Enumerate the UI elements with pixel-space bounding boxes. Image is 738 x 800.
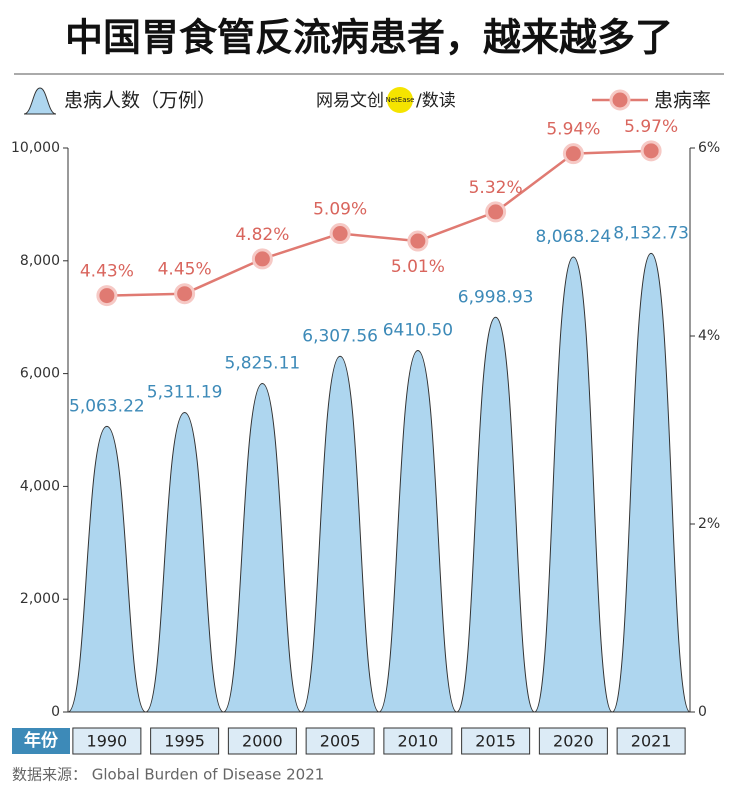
x-tick-label: 1990 bbox=[87, 732, 128, 751]
x-axis-label: 年份 bbox=[24, 730, 59, 751]
y-tick-label: 2,000 bbox=[20, 591, 60, 607]
bar-value-label: 5,825.11 bbox=[225, 353, 301, 373]
x-tick-box bbox=[72, 727, 142, 755]
bar bbox=[67, 425, 147, 713]
y2-tick-label: 6% bbox=[698, 140, 720, 156]
bar-value-label: 8,132.73 bbox=[613, 223, 689, 243]
line-marker bbox=[640, 140, 662, 162]
legend-label: 患病率 bbox=[654, 90, 711, 112]
line-marker bbox=[251, 248, 273, 270]
bar bbox=[611, 252, 691, 713]
line-marker bbox=[485, 201, 507, 223]
line-value-label: 5.32% bbox=[469, 178, 523, 198]
bar bbox=[145, 411, 224, 713]
x-tick-box bbox=[150, 727, 220, 755]
bar-value-label: 8,068.24 bbox=[536, 227, 612, 247]
y2-tick-label: 2% bbox=[698, 516, 720, 532]
y-tick-label: 10,000 bbox=[11, 140, 60, 156]
bar-value-label: 5,311.19 bbox=[147, 382, 223, 402]
logo-column: /数读 bbox=[416, 91, 456, 111]
line-value-label: 5.01% bbox=[391, 257, 445, 277]
line-value-label: 5.97% bbox=[624, 117, 678, 137]
chart-title: 中国胃食管反流病患者，越来越多了 bbox=[65, 16, 673, 60]
x-tick-label: 2020 bbox=[553, 732, 594, 751]
source: 数据来源： Global Burden of Disease 2021 bbox=[12, 766, 324, 784]
bar bbox=[223, 382, 302, 713]
x-tick-label: 2021 bbox=[631, 732, 672, 751]
x-tick-box bbox=[461, 727, 531, 755]
x-tick-label: 2000 bbox=[242, 732, 283, 751]
x-tick-box bbox=[227, 727, 297, 755]
line-value-label: 5.94% bbox=[546, 120, 600, 140]
x-tick-label: 2005 bbox=[320, 732, 361, 751]
x-tick-box bbox=[538, 727, 608, 755]
line bbox=[106, 149, 652, 297]
line-value-label: 4.82% bbox=[235, 225, 289, 245]
x-tick-label: 2010 bbox=[398, 732, 439, 751]
y-tick-label: 6,000 bbox=[20, 366, 60, 382]
x-tick-box bbox=[383, 727, 453, 755]
legend-bar-icon bbox=[23, 87, 57, 115]
bar-value-label: 6410.50 bbox=[383, 320, 453, 340]
legend-marker-icon bbox=[609, 89, 631, 111]
logo-badge-circle bbox=[387, 87, 413, 113]
line-value-label: 4.43% bbox=[80, 262, 134, 282]
y2-tick-label: 0 bbox=[698, 704, 707, 720]
bar bbox=[300, 355, 380, 713]
x-axis-label-box bbox=[12, 728, 70, 754]
bar bbox=[534, 256, 613, 713]
y-tick-label: 0 bbox=[51, 704, 60, 720]
x-tick-label: 2015 bbox=[475, 732, 516, 751]
y2-tick-label: 4% bbox=[698, 328, 720, 344]
bar-value-label: 6,307.56 bbox=[302, 326, 378, 346]
x-tick-label: 1995 bbox=[164, 732, 205, 751]
legend-label: 患病人数（万例） bbox=[64, 90, 216, 112]
line-marker bbox=[96, 285, 118, 307]
line-marker bbox=[329, 223, 351, 245]
line-marker bbox=[407, 230, 429, 252]
logo-name: 网易文创 bbox=[316, 91, 384, 111]
line-marker bbox=[562, 143, 584, 165]
logo-badge: NetEase bbox=[386, 96, 415, 104]
y-tick-label: 8,000 bbox=[20, 253, 60, 269]
x-tick-box bbox=[616, 727, 686, 755]
y-tick-label: 4,000 bbox=[20, 478, 60, 494]
x-tick-box bbox=[305, 727, 375, 755]
bar bbox=[456, 316, 535, 713]
line-value-label: 5.09% bbox=[313, 200, 367, 220]
bar-value-label: 5,063.22 bbox=[69, 396, 145, 416]
bar-value-label: 6,998.93 bbox=[458, 287, 534, 307]
line-marker bbox=[174, 283, 196, 305]
line-value-label: 4.45% bbox=[158, 260, 212, 280]
bar bbox=[378, 349, 458, 713]
